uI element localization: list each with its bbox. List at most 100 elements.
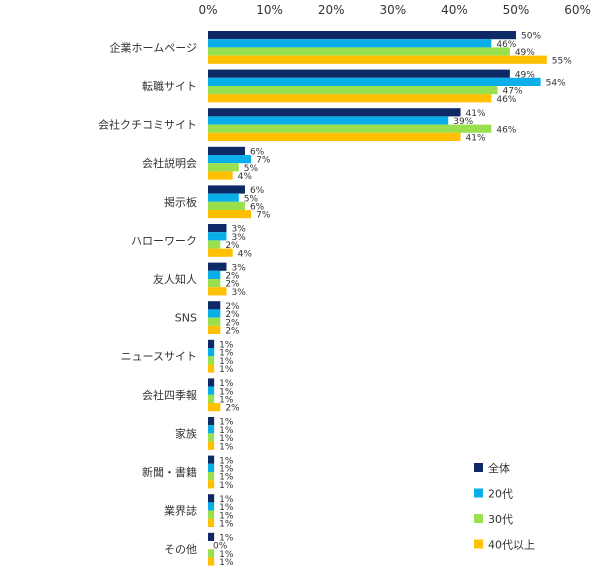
data-label: 3% [231,288,246,298]
category-label: 転職サイト [142,80,197,93]
bar [208,39,492,48]
legend: 全体 20代 30代 40代以上 [474,461,535,552]
x-tick-label: 20% [318,3,345,17]
legend-swatch [474,488,483,498]
bar [208,356,215,365]
data-label: 2% [225,404,240,414]
data-label: 2% [225,241,240,251]
data-label: 46% [496,125,516,135]
category-label: 会社四季報 [142,388,197,402]
category-label: SNS [175,312,197,325]
data-label: 2% [225,280,240,290]
data-label: 55% [552,56,572,66]
data-label: 4% [238,249,253,259]
bar [208,502,215,511]
bar [208,31,516,40]
data-label: 2% [225,310,240,320]
x-tick-label: 10% [256,3,283,17]
bar [208,309,221,318]
data-label: 1% [219,396,234,406]
bar [208,94,492,103]
category-label: 企業ホームページ [110,40,197,54]
x-tick-label: 0% [198,3,217,17]
bar [208,116,449,125]
data-label: 1% [219,534,234,544]
data-label: 46% [496,40,516,50]
bar [208,403,221,412]
bar [208,240,221,249]
category-label: 新聞・書籍 [142,465,197,479]
bar [208,47,510,56]
data-label: 1% [219,520,234,530]
data-label: 2% [225,302,240,312]
data-label: 2% [225,272,240,282]
legend-swatch [474,514,483,523]
data-label: 1% [219,426,234,436]
data-label: 1% [219,357,234,367]
bar [208,518,215,527]
data-label: 1% [219,503,234,513]
bar [208,433,215,442]
bar [208,193,239,202]
bar [208,510,215,519]
legend-label: 全体 [488,461,510,475]
category-label: 会社説明会 [142,156,197,170]
data-label: 4% [238,172,253,182]
legend-label: 20代 [488,488,513,501]
data-label: 1% [219,434,234,444]
bar [208,55,547,64]
bar [208,171,233,180]
bar [208,69,510,78]
data-labels: 50%46%49%55%49%54%47%46%41%39%46%41%6%7%… [213,32,572,568]
data-label: 6% [250,148,265,158]
bar [208,557,215,566]
category-label: 会社クチコミサイト [98,118,197,132]
category-label: その他 [164,543,197,556]
data-label: 1% [219,442,234,452]
bar [208,472,215,481]
x-tick-label: 40% [441,3,468,17]
bar [208,325,221,334]
bar [208,394,215,403]
bar [208,77,541,86]
data-label: 5% [244,164,259,174]
bar [208,386,215,395]
bar [208,339,215,348]
data-label: 39% [453,117,473,127]
bar [208,532,215,541]
data-label: 41% [466,134,486,144]
data-label: 1% [219,550,234,560]
bar [208,155,252,164]
data-label: 3% [231,233,246,243]
data-label: 6% [250,186,265,196]
bar [208,317,221,326]
data-label: 2% [225,327,240,337]
bar [208,224,227,233]
data-label: 1% [219,418,234,428]
bar [208,270,221,279]
data-label: 1% [219,481,234,491]
data-label: 50% [521,32,541,42]
data-label: 46% [496,95,516,105]
data-label: 47% [503,87,523,97]
x-tick-label: 30% [379,3,406,17]
bar [208,364,215,373]
bar [208,132,461,141]
data-label: 3% [231,225,246,235]
bar [208,185,245,194]
data-label: 3% [231,263,246,273]
bar [208,425,215,434]
data-label: 1% [219,473,234,483]
category-label: 友人知人 [153,272,197,286]
category-label: 家族 [175,426,197,440]
bar [208,108,461,117]
x-tick-label: 60% [564,3,591,17]
category-labels: 企業ホームページ転職サイト会社クチコミサイト会社説明会掲示板ハローワーク友人知人… [98,40,197,556]
bar [208,301,221,310]
data-label: 1% [219,365,234,375]
category-label: ニュースサイト [121,350,197,363]
data-label: 1% [219,379,234,389]
legend-label: 30代 [488,513,513,526]
data-label: 1% [219,495,234,505]
